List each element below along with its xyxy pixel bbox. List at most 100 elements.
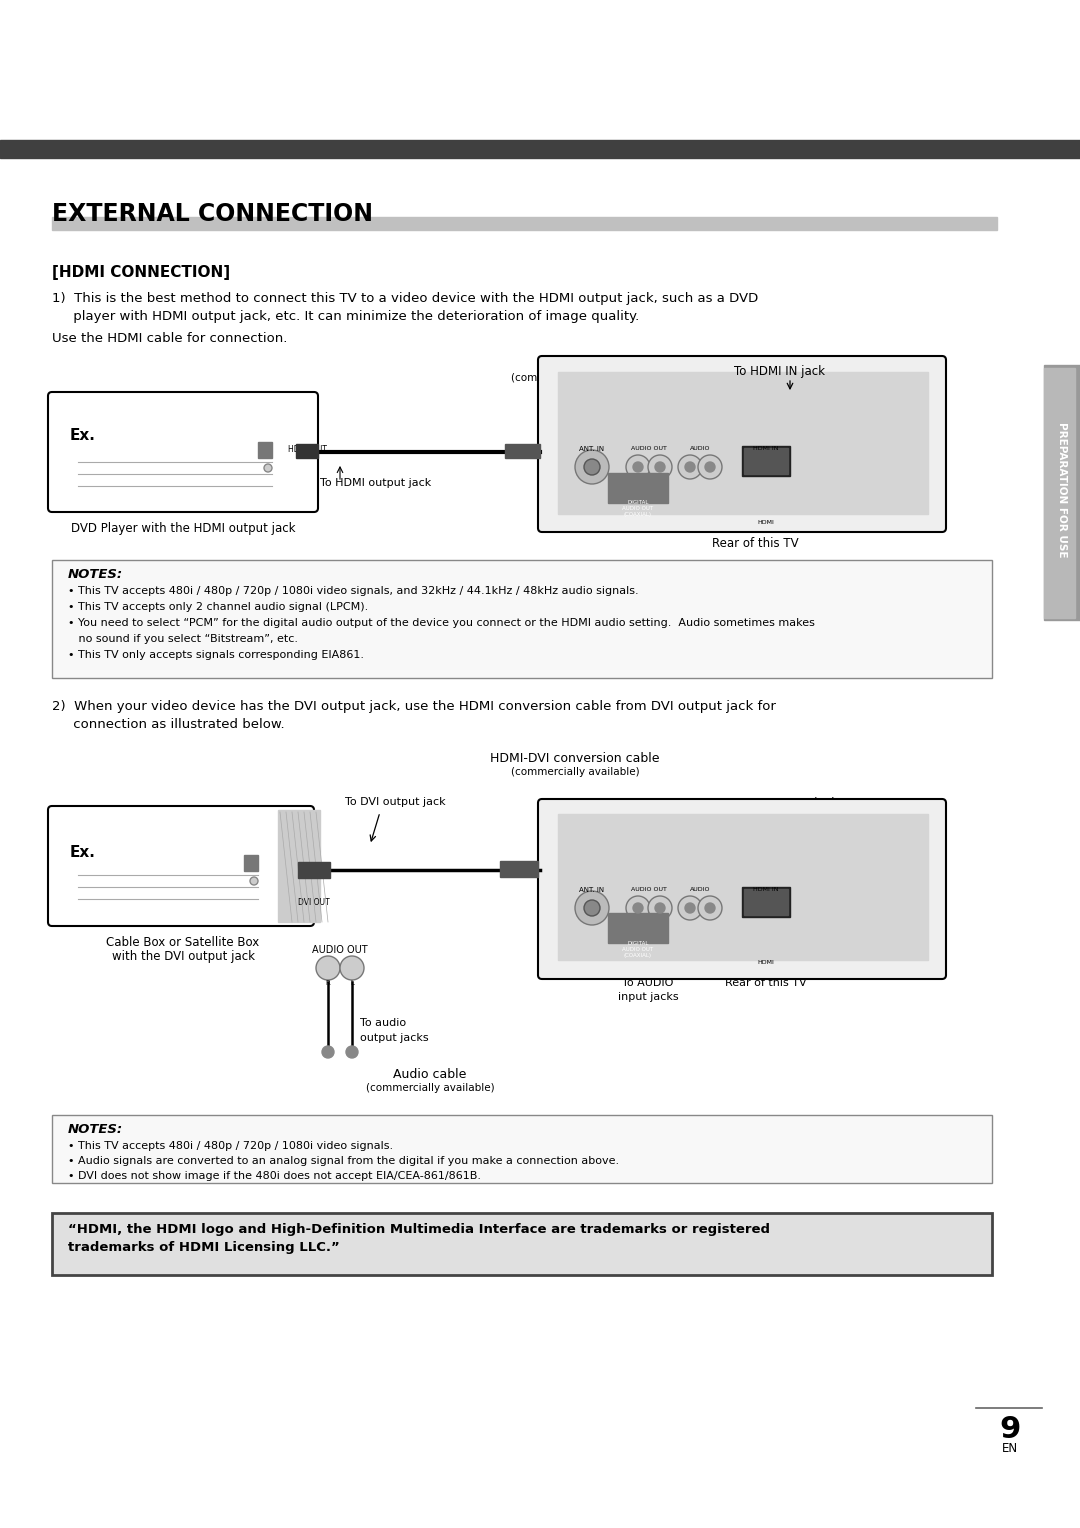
Text: • Audio signals are converted to an analog signal from the digital if you make a: • Audio signals are converted to an anal…	[68, 1157, 619, 1166]
Text: • This TV accepts 480i / 480p / 720p / 1080i video signals, and 32kHz / 44.1kHz : • This TV accepts 480i / 480p / 720p / 1…	[68, 587, 638, 596]
Text: • This TV only accepts signals corresponding EIA861.: • This TV only accepts signals correspon…	[68, 649, 364, 660]
Text: To HDMI output jack: To HDMI output jack	[320, 478, 431, 487]
Circle shape	[705, 461, 715, 472]
Bar	[742, 886, 789, 917]
Bar	[608, 914, 669, 943]
Circle shape	[584, 900, 600, 915]
Circle shape	[633, 461, 643, 472]
Bar	[744, 448, 788, 474]
Text: DVI OUT: DVI OUT	[298, 898, 329, 908]
Text: [HDMI CONNECTION]: [HDMI CONNECTION]	[52, 264, 230, 280]
Circle shape	[340, 957, 364, 979]
Text: To HDMI IN jack: To HDMI IN jack	[747, 798, 838, 810]
Text: HDMI: HDMI	[757, 960, 774, 966]
Text: To HDMI IN jack: To HDMI IN jack	[734, 365, 825, 377]
Text: Rear of this TV: Rear of this TV	[725, 978, 807, 989]
Text: HDMI IN: HDMI IN	[753, 446, 779, 451]
Bar	[558, 371, 928, 513]
Circle shape	[316, 957, 340, 979]
Text: input jacks: input jacks	[618, 992, 678, 1002]
Text: • This TV accepts only 2 channel audio signal (LPCM).: • This TV accepts only 2 channel audio s…	[68, 602, 368, 613]
Circle shape	[698, 455, 723, 478]
Text: To DVI output jack: To DVI output jack	[345, 798, 445, 807]
Text: HDMI IN: HDMI IN	[753, 886, 779, 892]
Text: player with HDMI output jack, etc. It can minimize the deterioration of image qu: player with HDMI output jack, etc. It ca…	[52, 310, 639, 322]
Bar	[258, 442, 272, 458]
Bar	[742, 446, 789, 477]
FancyBboxPatch shape	[48, 805, 314, 926]
Circle shape	[648, 455, 672, 478]
Text: ANT. IN: ANT. IN	[580, 446, 605, 452]
Bar	[52, 1115, 993, 1183]
Text: NOTES:: NOTES:	[68, 568, 123, 581]
Circle shape	[685, 461, 696, 472]
Circle shape	[648, 895, 672, 920]
Text: DIGITAL
AUDIO OUT
(COAXIAL): DIGITAL AUDIO OUT (COAXIAL)	[622, 941, 653, 958]
Text: • This TV accepts 480i / 480p / 720p / 1080i video signals.: • This TV accepts 480i / 480p / 720p / 1…	[68, 1141, 393, 1151]
Bar	[52, 217, 997, 231]
Bar	[0, 141, 1080, 157]
Text: 9: 9	[999, 1415, 1021, 1444]
Text: R: R	[326, 979, 330, 986]
Circle shape	[575, 451, 609, 484]
Text: Cable Box or Satellite Box: Cable Box or Satellite Box	[106, 937, 259, 949]
Bar	[1044, 368, 1075, 617]
Circle shape	[654, 461, 665, 472]
Bar	[505, 445, 540, 458]
Bar	[298, 862, 330, 879]
Text: “HDMI, the HDMI logo and High-Definition Multimedia Interface are trademarks or : “HDMI, the HDMI logo and High-Definition…	[68, 1222, 770, 1236]
Text: HDMI: HDMI	[757, 520, 774, 526]
Circle shape	[249, 877, 258, 885]
Circle shape	[346, 1047, 357, 1057]
Text: To audio: To audio	[360, 1018, 406, 1028]
Circle shape	[633, 903, 643, 914]
FancyBboxPatch shape	[538, 799, 946, 979]
Text: 2)  When your video device has the DVI output jack, use the HDMI conversion cabl: 2) When your video device has the DVI ou…	[52, 700, 775, 714]
Text: Ex.: Ex.	[70, 845, 96, 860]
Text: • You need to select “PCM” for the digital audio output of the device you connec: • You need to select “PCM” for the digit…	[68, 617, 815, 628]
Bar	[278, 810, 320, 921]
Circle shape	[575, 891, 609, 924]
Text: (commercially available): (commercially available)	[511, 373, 639, 384]
Bar	[52, 559, 993, 678]
Text: AUDIO: AUDIO	[690, 446, 711, 451]
Bar	[52, 1213, 993, 1274]
Text: L: L	[350, 979, 354, 986]
Circle shape	[685, 903, 696, 914]
Text: HDMI cable: HDMI cable	[539, 358, 610, 371]
Circle shape	[584, 458, 600, 475]
Circle shape	[698, 895, 723, 920]
Text: NOTES:: NOTES:	[68, 1123, 123, 1135]
Text: PREPARATION FOR USE: PREPARATION FOR USE	[1057, 422, 1067, 558]
Text: AUDIO OUT: AUDIO OUT	[631, 446, 667, 451]
Circle shape	[705, 903, 715, 914]
Circle shape	[678, 455, 702, 478]
Circle shape	[654, 903, 665, 914]
Text: with the DVI output jack: with the DVI output jack	[111, 950, 255, 963]
Text: DIGITAL
AUDIO OUT
(COAXIAL): DIGITAL AUDIO OUT (COAXIAL)	[622, 500, 653, 516]
Text: ANT. IN: ANT. IN	[580, 886, 605, 892]
Circle shape	[626, 895, 650, 920]
Text: trademarks of HDMI Licensing LLC.”: trademarks of HDMI Licensing LLC.”	[68, 1241, 340, 1254]
Text: AUDIO: AUDIO	[690, 886, 711, 892]
Text: output jacks: output jacks	[360, 1033, 429, 1044]
Circle shape	[678, 895, 702, 920]
Text: DVD Player with the HDMI output jack: DVD Player with the HDMI output jack	[71, 523, 295, 535]
Bar	[558, 814, 928, 960]
Circle shape	[322, 1047, 334, 1057]
Text: Rear of this TV: Rear of this TV	[712, 536, 798, 550]
Text: Ex.: Ex.	[70, 428, 96, 443]
Text: AUDIO OUT: AUDIO OUT	[631, 886, 667, 892]
Bar	[1044, 365, 1080, 620]
Circle shape	[264, 465, 272, 472]
Circle shape	[626, 455, 650, 478]
FancyBboxPatch shape	[48, 393, 318, 512]
Text: Use the HDMI cable for connection.: Use the HDMI cable for connection.	[52, 332, 287, 345]
Text: no sound if you select “Bitstream”, etc.: no sound if you select “Bitstream”, etc.	[68, 634, 298, 643]
Bar	[608, 474, 669, 503]
Text: To AUDIO: To AUDIO	[622, 978, 674, 989]
Text: Audio cable: Audio cable	[393, 1068, 467, 1080]
Text: • DVI does not show image if the 480i does not accept EIA/CEA-861/861B.: • DVI does not show image if the 480i do…	[68, 1170, 481, 1181]
Bar	[744, 889, 788, 915]
Bar	[244, 856, 258, 871]
